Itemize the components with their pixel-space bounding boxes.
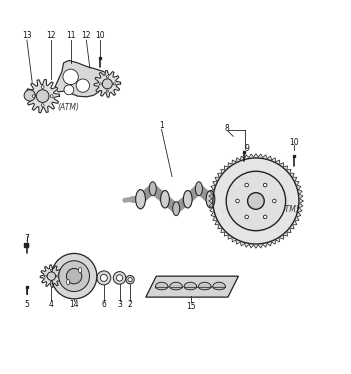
Ellipse shape [228,190,238,209]
Polygon shape [209,154,303,248]
Polygon shape [40,265,62,287]
Circle shape [41,104,44,107]
Text: 12: 12 [81,31,91,40]
Text: 12: 12 [47,31,56,40]
Text: 1: 1 [159,121,164,130]
Text: 7: 7 [25,234,29,243]
Circle shape [245,183,249,187]
Polygon shape [198,286,211,290]
Text: 4: 4 [49,300,54,309]
Text: (MTM): (MTM) [276,205,299,214]
Text: 11: 11 [66,31,75,40]
Text: 15: 15 [186,302,196,311]
Polygon shape [184,286,197,290]
Circle shape [32,95,35,98]
Circle shape [66,269,82,284]
Text: 13: 13 [22,31,32,40]
Circle shape [226,171,286,231]
Text: 5: 5 [25,300,29,309]
Text: 2: 2 [128,300,132,309]
Circle shape [51,254,97,299]
Circle shape [113,83,115,85]
Polygon shape [94,71,121,97]
Text: (ATM): (ATM) [58,103,80,112]
Text: 3: 3 [117,300,122,309]
Text: 6: 6 [101,300,106,309]
Text: 8: 8 [225,124,230,133]
Polygon shape [184,282,197,286]
Circle shape [63,69,78,85]
Circle shape [47,272,55,280]
Ellipse shape [173,202,180,216]
Circle shape [247,193,264,209]
Circle shape [128,278,132,282]
Ellipse shape [206,190,215,208]
Ellipse shape [183,190,192,208]
Ellipse shape [79,267,82,273]
Text: 9: 9 [245,144,250,153]
Circle shape [263,183,267,187]
Ellipse shape [196,182,203,196]
Circle shape [126,276,134,284]
Circle shape [45,275,46,277]
Circle shape [50,95,53,98]
Circle shape [57,275,58,277]
Text: 10: 10 [95,31,105,40]
Text: 14: 14 [69,300,79,309]
Circle shape [102,79,112,89]
Circle shape [41,86,44,89]
Polygon shape [213,286,225,290]
Circle shape [97,271,111,285]
Polygon shape [146,276,238,297]
Ellipse shape [135,190,145,209]
Circle shape [99,83,101,85]
Ellipse shape [161,190,170,208]
Circle shape [236,199,239,203]
Circle shape [64,85,74,95]
Circle shape [51,281,52,283]
Circle shape [51,269,52,271]
Ellipse shape [149,182,156,196]
Circle shape [263,215,267,219]
Circle shape [100,275,107,281]
Circle shape [245,215,249,219]
Polygon shape [26,79,59,113]
Polygon shape [170,286,182,290]
Circle shape [24,90,35,101]
Circle shape [106,90,108,92]
Circle shape [117,275,123,281]
Circle shape [76,79,90,92]
Circle shape [36,90,49,102]
Polygon shape [170,282,182,286]
Text: 10: 10 [289,138,298,147]
Ellipse shape [67,279,69,285]
Polygon shape [198,282,211,286]
Polygon shape [155,282,168,286]
Circle shape [59,261,90,292]
Polygon shape [155,286,168,290]
Circle shape [273,199,276,203]
Polygon shape [55,61,109,97]
Polygon shape [213,282,225,286]
Circle shape [113,272,126,284]
Ellipse shape [219,202,225,216]
Circle shape [106,76,108,78]
